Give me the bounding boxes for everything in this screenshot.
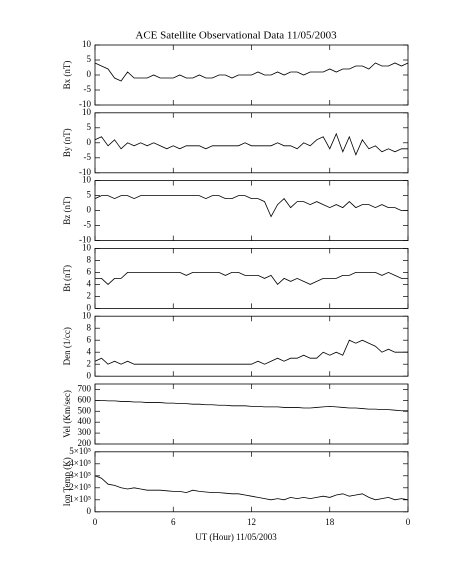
y-tick-label: 700 (78, 384, 92, 394)
y-tick-label: 10 (82, 39, 92, 49)
chart-title: ACE Satellite Observational Data 11/05/2… (135, 30, 337, 42)
y-tick-label: 10 (82, 175, 92, 185)
y-axis-label: Den (1/cc) (62, 327, 72, 365)
y-tick-label: 0 (87, 302, 92, 312)
y-tick-label: 0 (87, 137, 92, 147)
panel-frame (94, 315, 409, 377)
y-tick-label: 8 (87, 254, 92, 264)
y-tick-label: 0 (87, 506, 92, 516)
y-tick-label: 2×10⁵ (69, 482, 91, 492)
data-line (94, 195, 408, 218)
data-line (94, 339, 408, 365)
panel-frame (94, 247, 409, 309)
y-tick-label: 10 (82, 107, 92, 117)
panel-frame (94, 451, 409, 513)
data-line (94, 62, 409, 82)
y-tick-label: 4×10⁵ (69, 458, 91, 468)
y-axis-label: Vel (Km/sec) (62, 390, 72, 438)
y-tick-label: 8 (87, 322, 92, 332)
panel-frame (94, 180, 409, 242)
data-line (94, 132, 408, 156)
y-tick-label: 4 (87, 278, 92, 288)
x-tick-label: 6 (171, 517, 176, 527)
y-axis-label: Bz (nT) (62, 196, 72, 224)
y-tick-label: 5 (87, 54, 92, 64)
y-tick-label: 0 (87, 370, 92, 380)
x-tick-label: 0 (93, 517, 98, 527)
data-line (95, 271, 408, 285)
y-tick-label: 2 (87, 290, 92, 300)
data-line (95, 399, 408, 412)
y-tick-label: 5 (87, 190, 92, 200)
y-tick-label: 6 (87, 266, 92, 276)
y-tick-label: 10 (82, 242, 92, 252)
y-tick-label: 5 (87, 122, 92, 132)
y-tick-label: -5 (84, 220, 92, 230)
y-axis-label: Ion Temp (K) (62, 457, 72, 506)
x-axis-label: UT (Hour) 11/05/2003 (195, 532, 277, 542)
y-tick-label: 400 (78, 416, 92, 426)
y-tick-label: 6 (87, 334, 92, 344)
y-tick-label: 5×10⁵ (69, 446, 91, 456)
y-tick-label: 600 (78, 394, 92, 404)
y-tick-label: 300 (78, 427, 92, 437)
y-tick-label: 3×10⁵ (69, 470, 91, 480)
y-tick-label: -10 (79, 167, 91, 177)
panel-frame (94, 383, 409, 445)
y-axis-label: Bt (nT) (62, 265, 72, 292)
y-tick-label: 4 (87, 346, 92, 356)
y-tick-label: 0 (87, 69, 92, 79)
y-tick-label: 0 (87, 205, 92, 215)
y-tick-label: -10 (79, 99, 91, 109)
y-axis-label: Bx (nT) (62, 61, 72, 90)
y-tick-label: 200 (78, 438, 92, 448)
y-tick-label: 1×10⁵ (69, 494, 91, 504)
y-tick-label: 500 (78, 405, 92, 415)
x-tick-label: 18 (325, 517, 335, 527)
y-axis-label: By (nT) (62, 128, 72, 157)
y-tick-label: -5 (84, 84, 92, 94)
x-tick-label: 0 (406, 517, 411, 527)
y-tick-label: -10 (79, 235, 91, 245)
y-tick-label: 10 (82, 310, 92, 320)
y-tick-label: -5 (84, 152, 92, 162)
y-tick-label: 2 (87, 358, 92, 368)
data-line (94, 475, 409, 501)
x-tick-label: 12 (247, 517, 256, 527)
